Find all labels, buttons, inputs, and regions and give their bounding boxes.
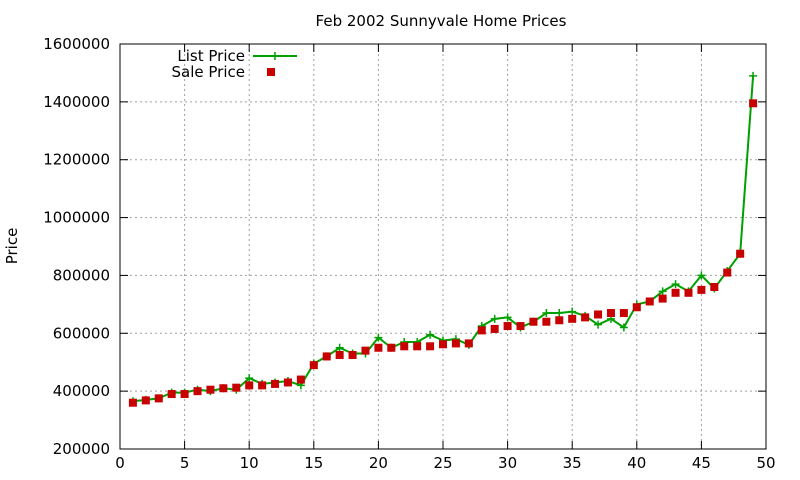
list-price-point	[658, 287, 667, 296]
list-price-point	[555, 309, 564, 318]
sale-price-point	[723, 268, 732, 277]
list-price-point	[671, 280, 680, 289]
grid	[120, 44, 766, 449]
sale-price-point	[232, 383, 241, 392]
x-tick-label: 30	[498, 454, 517, 472]
sale-price-point	[348, 350, 357, 359]
sale-price-point	[141, 396, 150, 405]
sale-price-point	[671, 288, 680, 297]
sale-price-point	[606, 309, 615, 318]
sale-price-point	[374, 343, 383, 352]
sale-price-point	[439, 340, 447, 349]
y-tick-label: 800000	[53, 266, 110, 284]
sale-price-point	[361, 346, 370, 355]
sale-price-point	[154, 394, 163, 403]
sale-price-point	[413, 342, 422, 351]
list-price-point	[426, 330, 435, 339]
sale-price-point	[400, 342, 409, 351]
list-price-point	[749, 71, 758, 80]
sale-price-point	[619, 309, 628, 318]
legend-label: Sale Price	[172, 63, 245, 81]
sale-price-point	[451, 339, 460, 348]
sale-price-point	[219, 384, 228, 393]
list-price-point	[568, 307, 577, 316]
x-tick-label: 50	[756, 454, 775, 472]
series-sale-price	[128, 99, 758, 407]
y-tick-label: 1600000	[43, 35, 110, 53]
sale-price-point	[464, 339, 473, 348]
y-axis-label: Price	[3, 228, 21, 265]
axis-ticks: 0 5 10 15 20 25 30 35 40 45 50 200000 400000 600000 80…	[43, 35, 775, 472]
sale-price-point	[245, 381, 254, 390]
sale-price-point	[387, 343, 396, 352]
sale-price-point	[258, 381, 267, 390]
sale-price-point	[542, 317, 551, 326]
list-price-point	[490, 314, 499, 323]
x-tick-label: 25	[433, 454, 452, 472]
legend-label: List Price	[177, 47, 245, 65]
list-price-point	[619, 323, 628, 332]
list-price-point	[503, 313, 512, 322]
sale-price-point	[335, 350, 344, 359]
y-tick-label: 400000	[53, 382, 110, 400]
series-layer	[128, 71, 758, 407]
legend-square-swatch	[267, 68, 275, 76]
list-price-point	[697, 271, 706, 280]
sale-price-point	[193, 387, 202, 396]
sale-price-point	[568, 314, 577, 323]
list-price-point	[542, 309, 551, 318]
sale-price-point	[309, 361, 318, 370]
sale-price-point	[283, 378, 292, 387]
x-tick-label: 5	[180, 454, 190, 472]
y-tick-label: 1200000	[43, 151, 110, 169]
sale-price-point	[426, 342, 435, 351]
sale-price-point	[555, 316, 564, 325]
y-tick-label: 1000000	[43, 209, 110, 227]
sale-price-point	[645, 297, 654, 306]
sale-price-point	[749, 99, 758, 108]
sale-price-point	[490, 324, 499, 333]
sale-price-point	[632, 303, 641, 312]
sale-price-point	[658, 294, 667, 303]
chart-title: Feb 2002 Sunnyvale Home Prices	[316, 12, 567, 30]
list-price-point	[594, 320, 603, 329]
list-price-point	[245, 374, 254, 383]
x-tick-label: 0	[115, 454, 125, 472]
sale-price-point	[206, 385, 215, 394]
sale-price-point	[271, 379, 280, 388]
sale-price-point	[128, 398, 137, 407]
x-tick-label: 35	[563, 454, 582, 472]
x-tick-label: 20	[369, 454, 388, 472]
y-tick-label: 600000	[53, 324, 110, 342]
legend-plus-swatch	[271, 52, 279, 60]
sale-price-point	[581, 313, 590, 322]
sale-price-point	[594, 310, 603, 319]
sale-price-point	[503, 322, 512, 331]
sale-price-point	[736, 249, 745, 258]
sale-price-point	[167, 390, 176, 399]
list-price-point	[374, 333, 383, 342]
x-tick-label: 40	[627, 454, 646, 472]
sale-price-point	[180, 390, 189, 399]
sale-price-point	[529, 317, 538, 326]
sale-price-point	[516, 322, 525, 331]
sale-price-point	[296, 375, 305, 384]
x-tick-label: 10	[240, 454, 259, 472]
sale-price-point	[710, 283, 719, 291]
y-tick-label: 1400000	[43, 93, 110, 111]
sale-price-point	[684, 288, 693, 297]
sale-price-point	[322, 352, 331, 361]
y-tick-label: 200000	[53, 440, 110, 458]
list-price-point	[335, 343, 344, 352]
sale-price-point	[697, 285, 706, 294]
x-tick-label: 15	[304, 454, 323, 472]
x-tick-label: 45	[692, 454, 711, 472]
sale-price-point	[477, 326, 486, 335]
